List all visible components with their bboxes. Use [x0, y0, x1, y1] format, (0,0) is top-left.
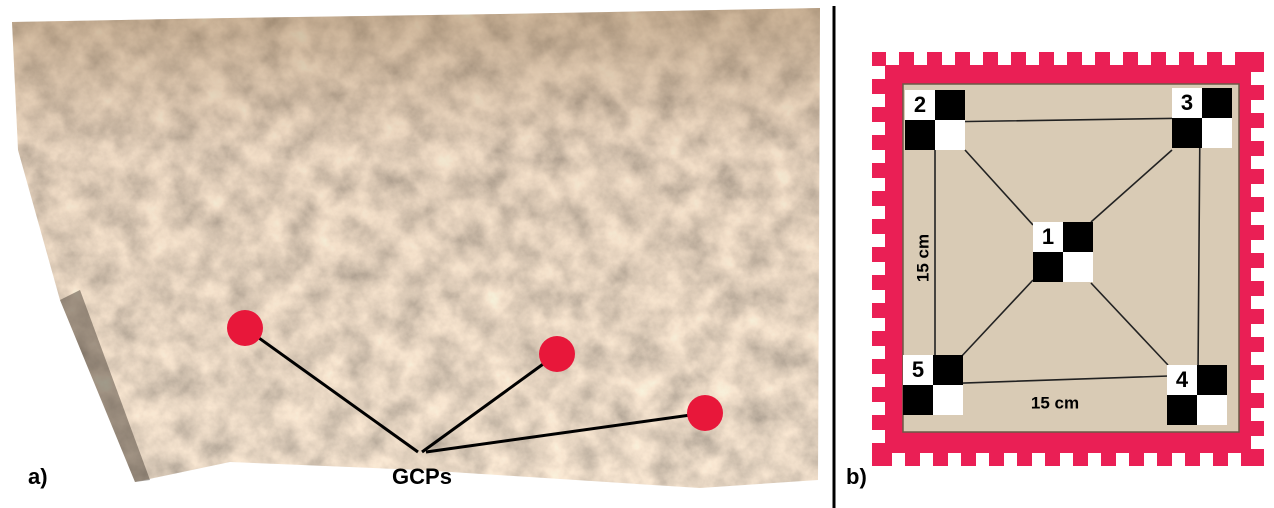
mat-notch [1251, 184, 1264, 197]
marker-cell [1167, 365, 1197, 395]
target-lines [934, 117, 1201, 385]
mat-notch [872, 150, 885, 163]
panel-label: a) [28, 464, 48, 489]
mat-notch [1251, 100, 1264, 113]
mat-notch [1166, 52, 1179, 65]
mat-notch [872, 318, 885, 331]
marker-cell [933, 355, 963, 385]
marker-cell [1172, 118, 1202, 148]
mat-notch [1004, 453, 1017, 466]
mat-notch [1088, 453, 1101, 466]
marker-cell [1197, 365, 1227, 395]
marker-cell [1063, 222, 1093, 252]
marker-cell [903, 355, 933, 385]
gcp-leaders [244, 326, 706, 454]
rock-photo [12, 8, 820, 488]
mat-notch [1200, 453, 1213, 466]
marker-cell [903, 385, 933, 415]
mat-notch [1251, 268, 1264, 281]
mat-notch [1228, 453, 1241, 466]
mat-notch [1251, 380, 1264, 393]
mat-notch [1251, 352, 1264, 365]
mat-notch [914, 52, 927, 65]
marker-number: 1 [1042, 224, 1054, 249]
mat-notch [1251, 156, 1264, 169]
mat-notch [998, 52, 1011, 65]
gcp-dots [227, 310, 723, 431]
markers: 1 2 3 4 5 [903, 88, 1232, 425]
mat-notch [872, 178, 885, 191]
mat-notch [976, 453, 989, 466]
mat-notch [1026, 52, 1039, 65]
marker-number: 5 [912, 357, 924, 382]
mat-notch [1251, 128, 1264, 141]
mat-notch [948, 453, 961, 466]
mat-notch [872, 290, 885, 303]
mat-notch [1251, 212, 1264, 225]
mat-notch [1251, 240, 1264, 253]
marker-cell [1033, 222, 1063, 252]
marker-number: 2 [914, 92, 926, 117]
panel-label: b) [846, 464, 867, 489]
mat-notch [1251, 72, 1264, 85]
marker-cell [1202, 88, 1232, 118]
mat-notch [886, 52, 899, 65]
mat-notch [1138, 52, 1151, 65]
mat-notch [1144, 453, 1157, 466]
marker-number: 3 [1181, 90, 1193, 115]
mat-notch [872, 234, 885, 247]
marker-cell [1063, 252, 1093, 282]
mat-notch [872, 374, 885, 387]
height-label: 15 cm [913, 234, 932, 282]
mat-notch [1032, 453, 1045, 466]
mat-notch [970, 52, 983, 65]
mat-notch [920, 453, 933, 466]
mat-notch [1110, 52, 1123, 65]
mat-notch [1251, 436, 1264, 449]
annotation: GCPs [392, 464, 452, 489]
mat-notch [1251, 296, 1264, 309]
marker-cell [1033, 252, 1063, 282]
mat-notch [872, 430, 885, 443]
mat-notch [1054, 52, 1067, 65]
mat-notch [872, 262, 885, 275]
marker-cell [1172, 88, 1202, 118]
mat-notch [1116, 453, 1129, 466]
mat-notch [1082, 52, 1095, 65]
mat-notch [872, 402, 885, 415]
marker-number: 4 [1176, 367, 1189, 392]
mat-notch [1251, 324, 1264, 337]
mat-notch [872, 66, 885, 79]
mat-notch [942, 52, 955, 65]
mat-notch [872, 346, 885, 359]
marker-cell [905, 120, 935, 150]
marker-cell [935, 120, 965, 150]
mat-notch [872, 206, 885, 219]
mat-notch [1251, 408, 1264, 421]
mat-notch [872, 94, 885, 107]
mat-notch [872, 122, 885, 135]
mat-notch [1060, 453, 1073, 466]
mat-notch [892, 453, 905, 466]
mat-notch [1194, 52, 1207, 65]
mat-notch [1222, 52, 1235, 65]
marker-cell [1197, 395, 1227, 425]
marker-cell [1202, 118, 1232, 148]
width-label: 15 cm [1031, 393, 1079, 412]
marker-cell [935, 90, 965, 120]
marker-cell [1167, 395, 1197, 425]
marker-cell [933, 385, 963, 415]
marker-cell [905, 90, 935, 120]
mat-notch [1172, 453, 1185, 466]
